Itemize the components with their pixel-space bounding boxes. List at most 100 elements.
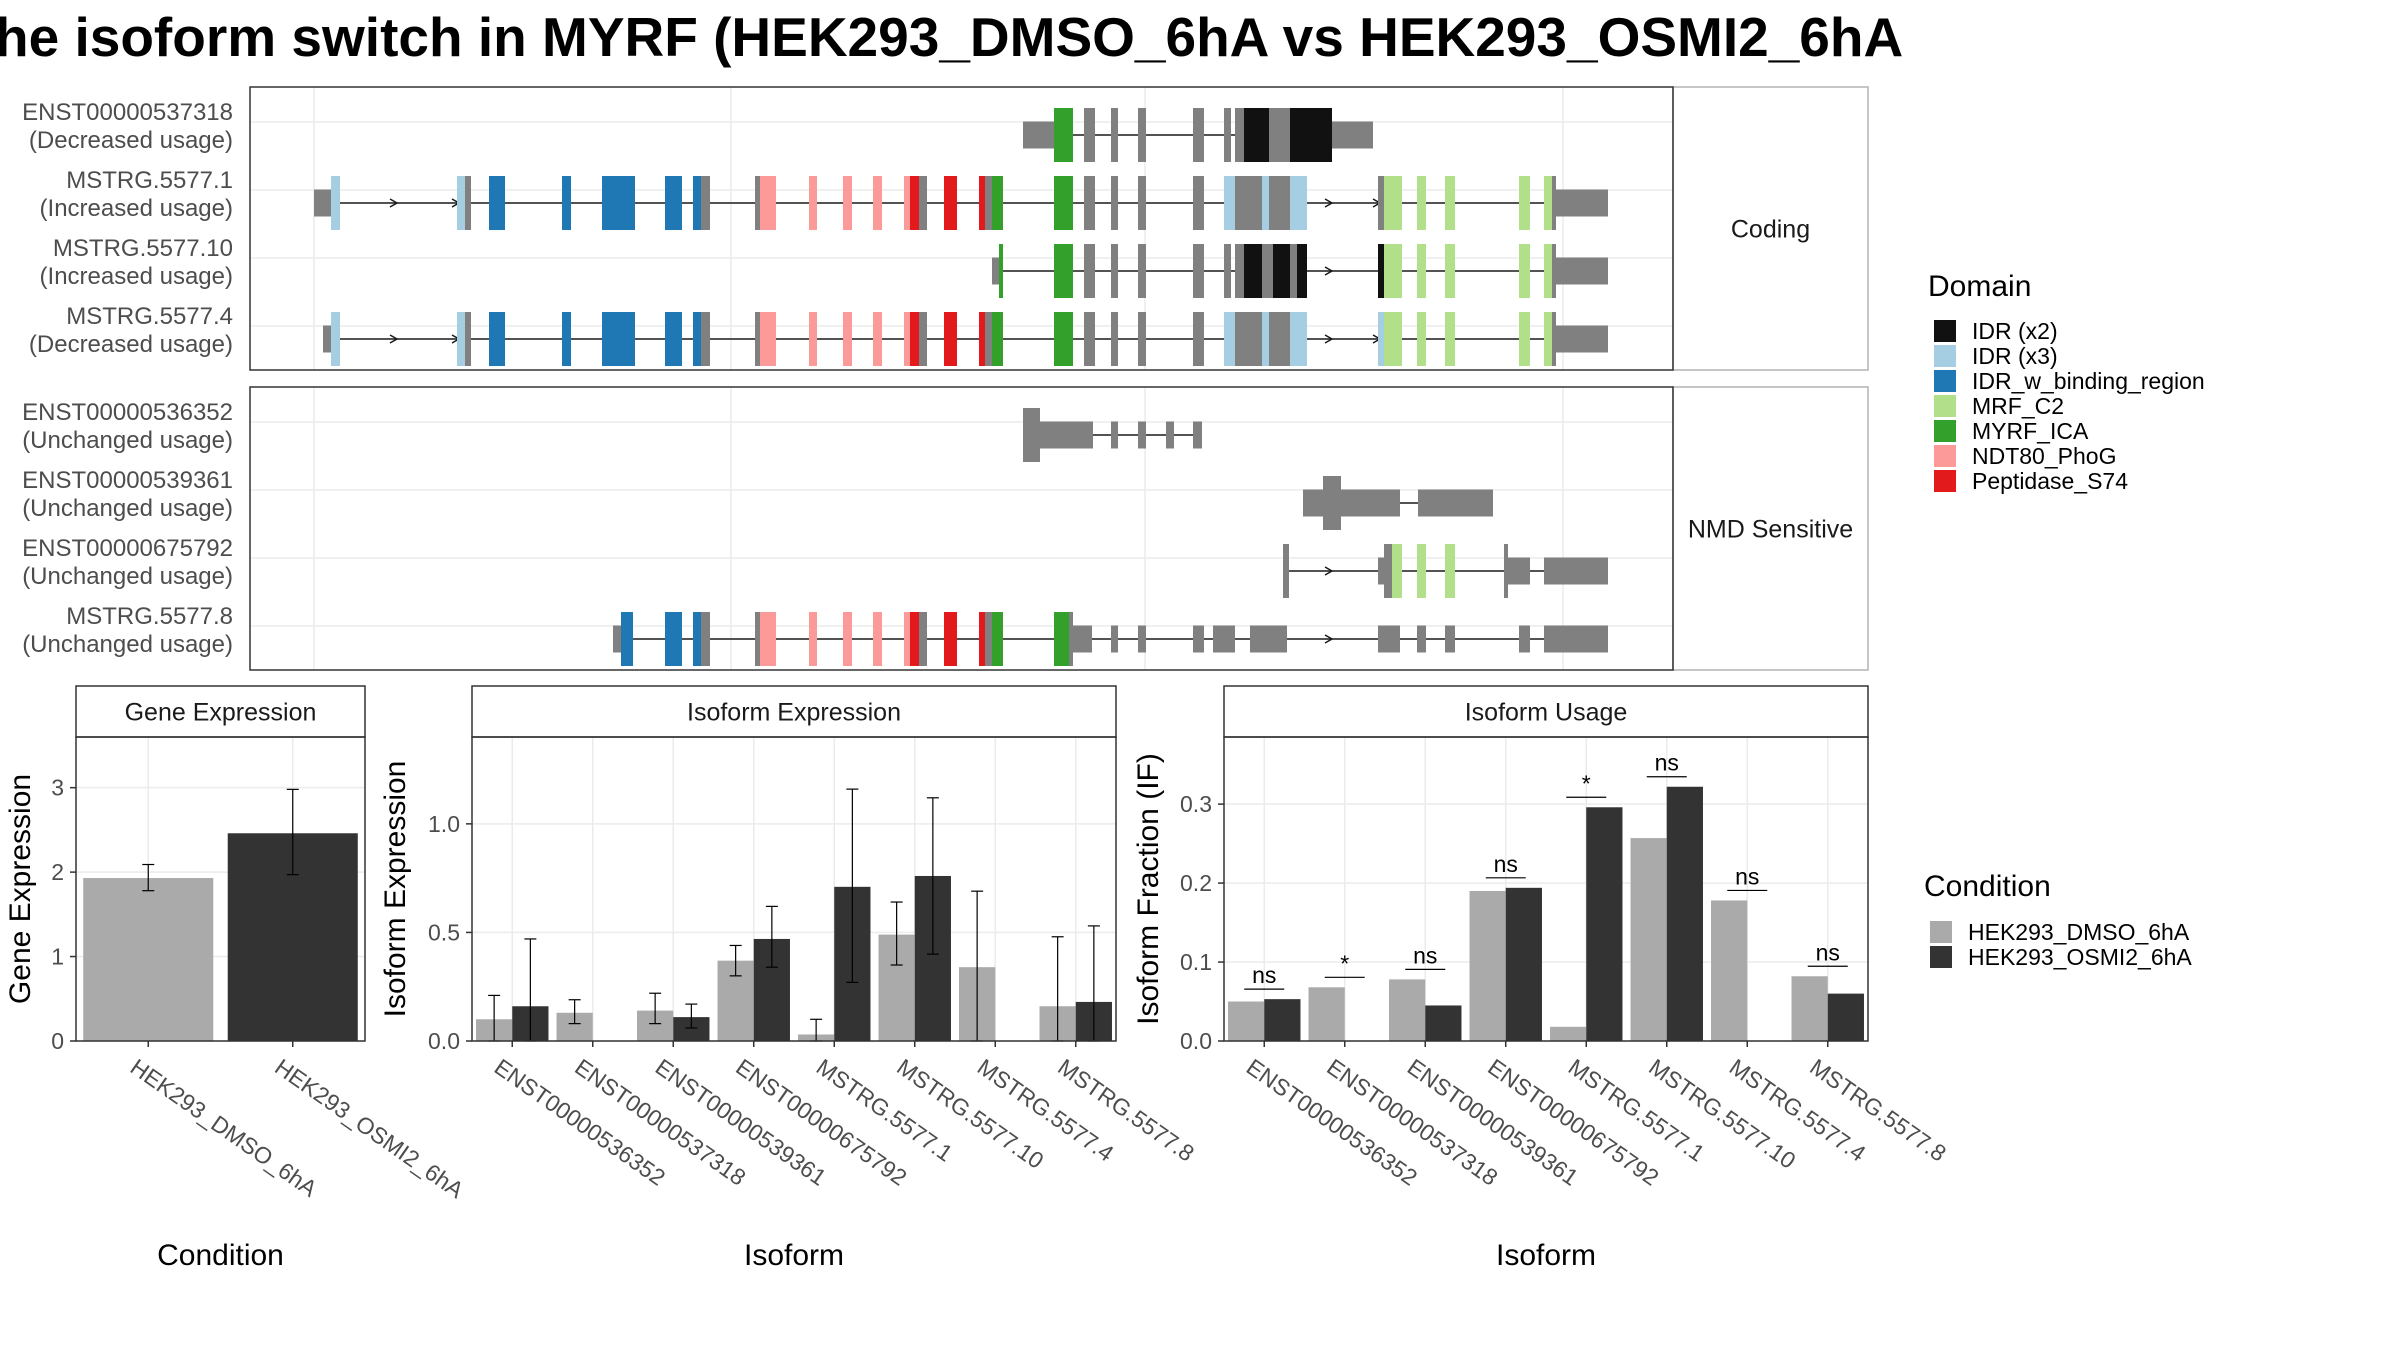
y-tick-label: 0 — [51, 1028, 64, 1054]
panel-border — [249, 386, 1674, 671]
domain-exon — [843, 312, 852, 366]
domain-exon — [1519, 176, 1530, 230]
exon — [1244, 312, 1262, 366]
exon — [1519, 625, 1530, 653]
domain-exon — [1290, 312, 1307, 366]
plot-border — [471, 736, 1117, 1042]
exon — [314, 189, 331, 217]
panel-strip-label: Coding — [1731, 216, 1810, 244]
exon — [1193, 176, 1204, 230]
domain-exon — [621, 612, 633, 666]
y-tick-label: 0.1 — [1180, 949, 1212, 975]
exon — [1138, 421, 1146, 449]
exon — [1111, 108, 1118, 162]
domain-exon — [1262, 312, 1269, 366]
exon — [1262, 244, 1273, 298]
exon — [985, 612, 992, 666]
exon — [1552, 244, 1556, 298]
strand-arrow — [1324, 198, 1334, 208]
domain-exon — [1224, 312, 1235, 366]
exon — [1193, 312, 1204, 366]
domain-exon — [602, 312, 635, 366]
x-tick-label: MSTRG.5577.8 — [1805, 1054, 1951, 1167]
domain-exon — [602, 176, 635, 230]
domain-exon — [809, 312, 817, 366]
domain-exon — [904, 176, 910, 230]
y-axis-title: Isoform Expression — [379, 761, 412, 1018]
bar — [1228, 1001, 1265, 1041]
exon — [1069, 612, 1073, 666]
exon — [1378, 176, 1384, 230]
legend-swatch — [1934, 395, 1956, 417]
domain-exon — [665, 612, 682, 666]
legend-label: IDR (x2) — [1972, 318, 2058, 344]
exon — [1138, 176, 1146, 230]
significance-label: * — [1582, 770, 1591, 796]
plot-border — [1223, 736, 1869, 1042]
exon — [919, 612, 927, 666]
domain-exon — [1544, 312, 1552, 366]
domain-exon — [1058, 312, 1073, 366]
y-tick-label: 1.0 — [428, 811, 460, 837]
strand-arrow — [1324, 634, 1334, 644]
exon — [1138, 244, 1146, 298]
domain-exon — [910, 612, 919, 666]
domain-legend-title: Domain — [1928, 270, 2031, 303]
bar — [673, 1017, 710, 1041]
domain-exon — [910, 176, 919, 230]
exon — [1544, 625, 1608, 653]
chart-title: Isoform Usage — [1465, 699, 1628, 727]
domain-exon — [760, 612, 776, 666]
domain-exon — [1417, 176, 1426, 230]
domain-exon — [1378, 244, 1384, 298]
exon — [1235, 176, 1244, 230]
domain-exon — [979, 312, 985, 366]
transcript-id-label: MSTRG.5577.1 — [66, 167, 233, 194]
significance-label: * — [1340, 950, 1349, 976]
domain-exon — [979, 612, 985, 666]
transcript-track: MSTRG.5577.1(Increased usage) — [40, 167, 1608, 230]
domain-exon — [1392, 244, 1402, 298]
transcript-track: ENST00000536352(Unchanged usage) — [22, 399, 1202, 462]
domain-exon — [873, 612, 882, 666]
exon — [1073, 625, 1092, 653]
transcript-track: MSTRG.5577.8(Unchanged usage) — [22, 603, 1608, 666]
domain-exon — [809, 176, 817, 230]
exon — [1111, 625, 1118, 653]
exon — [1193, 108, 1204, 162]
domain-exon — [873, 312, 882, 366]
transcript-id-label: MSTRG.5577.10 — [53, 235, 233, 262]
domain-exon — [1417, 312, 1426, 366]
x-axis-title: Condition — [157, 1239, 284, 1272]
structure-panel-2: NMD Sensitive ENST00000536352(Unchanged u… — [22, 386, 1869, 671]
strand-arrow — [389, 198, 399, 208]
exon — [1384, 544, 1392, 598]
transcript-track: ENST00000539361(Unchanged usage) — [22, 467, 1493, 530]
legend-swatch — [1934, 445, 1956, 467]
panel-strip-label: NMD Sensitive — [1688, 516, 1853, 544]
transcript-track: MSTRG.5577.4(Decreased usage) — [29, 303, 1608, 366]
legend-swatch — [1934, 345, 1956, 367]
exon — [1084, 176, 1095, 230]
transcript-usage-label: (Unchanged usage) — [22, 427, 233, 454]
legend-label: MRF_C2 — [1972, 393, 2064, 419]
exon — [465, 176, 471, 230]
domain-exon — [1290, 108, 1297, 162]
domain-exon — [562, 176, 571, 230]
transcript-usage-label: (Unchanged usage) — [22, 495, 233, 522]
exon — [1111, 421, 1118, 449]
panel-border — [249, 86, 1674, 371]
exon — [1235, 244, 1244, 298]
domain-exon — [1417, 544, 1426, 598]
domain-exon — [944, 312, 957, 366]
legend-label: NDT80_PhoG — [1972, 443, 2116, 469]
domain-exon — [562, 312, 571, 366]
domain-exon — [843, 612, 852, 666]
panel-background — [250, 87, 1673, 370]
domain-exon — [1058, 176, 1073, 230]
y-tick-label: 0.0 — [1180, 1028, 1212, 1054]
exon — [985, 176, 992, 230]
domain-exon — [1519, 244, 1530, 298]
figure-title: he isoform switch in MYRF (HEK293_DMSO_6… — [0, 6, 1903, 68]
